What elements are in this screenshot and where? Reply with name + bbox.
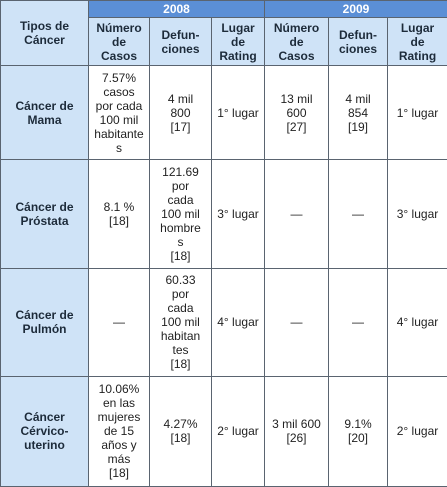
cell-casos-2008: 8.1 % [18] xyxy=(88,159,150,269)
cell-casos-2009: 13 mil 600 [27] xyxy=(264,65,329,161)
header-year-2009: 2009 xyxy=(264,0,447,19)
cell-casos-2009: — xyxy=(264,159,329,269)
cell-lugar-2009: 1° lugar xyxy=(387,65,447,161)
table-row: Cáncer de Próstata 8.1 % [18] 121.69 por cad… xyxy=(0,159,447,269)
cell-defunciones-2009: — xyxy=(328,159,388,269)
cell-defunciones-2008: 4.27% [18] xyxy=(149,375,212,487)
header-numero-casos-2008: Número de Casos xyxy=(88,17,150,67)
header-numero-casos-2009: Número de Casos xyxy=(264,17,329,67)
header-tipos-de-cancer: Tipos de Cáncer xyxy=(0,0,89,67)
row-type-prostata: Cáncer de Próstata xyxy=(0,159,89,269)
row-type-pulmon: Cáncer de Pulmón xyxy=(0,267,89,377)
cell-defunciones-2009: — xyxy=(328,267,388,377)
header-defunciones-2009: Defun-ciones xyxy=(328,17,388,67)
header-defunciones-2008: Defun-ciones xyxy=(149,17,212,67)
cell-lugar-2009: 4° lugar xyxy=(387,267,447,377)
cell-lugar-2008: 3° lugar xyxy=(211,159,265,269)
cell-lugar-2008: 1° lugar xyxy=(211,65,265,161)
cell-defunciones-2008: 121.69 por cada 100 mil hombre s [18] xyxy=(149,159,212,269)
table-row: Cáncer Cérvico-uterino 10.06% en las mujere… xyxy=(0,375,447,487)
header-lugar-rating-2009: Lugar de Rating xyxy=(387,17,447,67)
row-type-mama: Cáncer de Mama xyxy=(0,65,89,161)
cell-defunciones-2008: 60.33 por cada 100 mil habitan tes [18] xyxy=(149,267,212,377)
header-lugar-rating-2008: Lugar de Rating xyxy=(211,17,265,67)
table-row: Cáncer de Pulmón — 60.33 por cada 100 mil hab… xyxy=(0,267,447,377)
cell-lugar-2008: 2° lugar xyxy=(211,375,265,487)
cell-lugar-2008: 4° lugar xyxy=(211,267,265,377)
cell-casos-2009: 3 mil 600 [26] xyxy=(264,375,329,487)
cell-casos-2008: 10.06% en las mujeres de 15 años y más [18] xyxy=(88,375,150,487)
cell-defunciones-2009: 4 mil 854 [19] xyxy=(328,65,388,161)
header-year-2008: 2008 xyxy=(88,0,265,19)
cell-casos-2008: 7.57% casos por cada 100 mil habitante s xyxy=(88,65,150,161)
cell-casos-2009: — xyxy=(264,267,329,377)
cell-lugar-2009: 3° lugar xyxy=(387,159,447,269)
row-type-cervico-uterino: Cáncer Cérvico-uterino xyxy=(0,375,89,487)
cell-defunciones-2009: 9.1% [20] xyxy=(328,375,388,487)
table-row: Cáncer de Mama 7.57% casos por cada 100 mil h… xyxy=(0,65,447,161)
cell-casos-2008: — xyxy=(88,267,150,377)
cell-lugar-2009: 2° lugar xyxy=(387,375,447,487)
cell-defunciones-2008: 4 mil 800 [17] xyxy=(149,65,212,161)
